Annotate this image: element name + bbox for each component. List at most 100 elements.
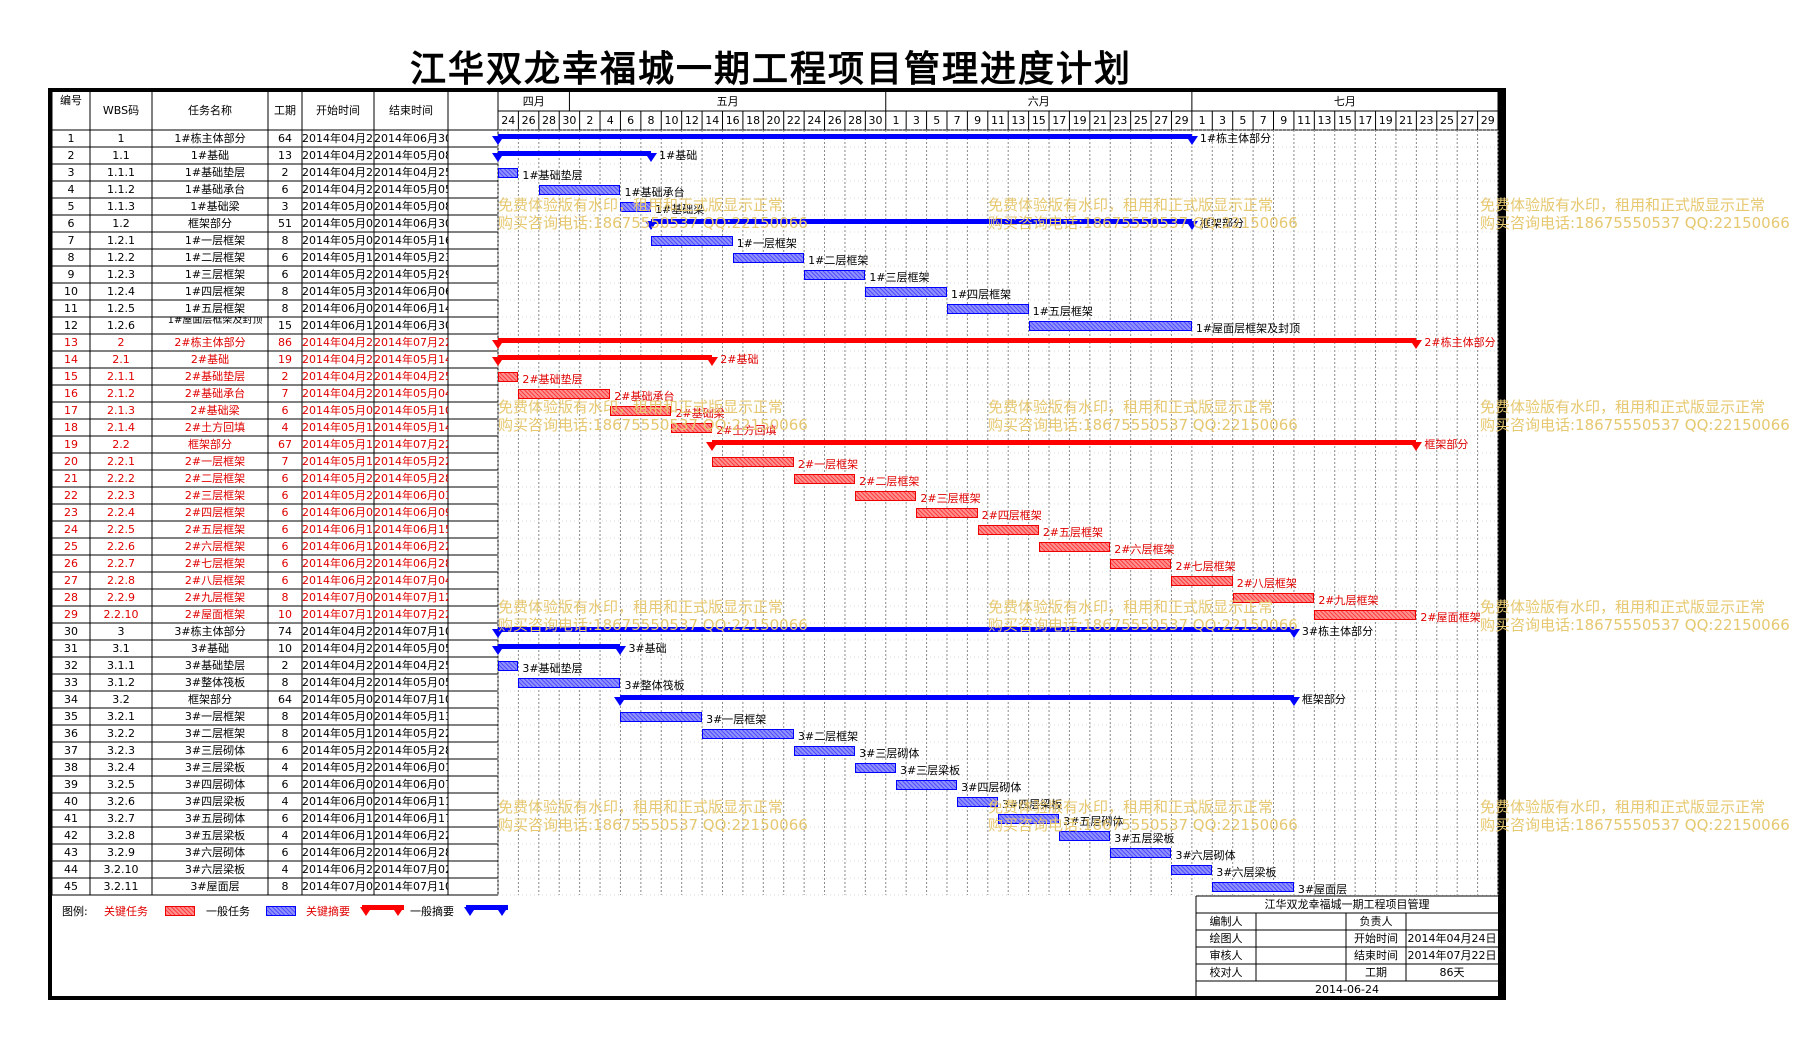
- task-name: 3#基础垫层: [184, 659, 246, 672]
- task-duration: 10: [278, 642, 292, 655]
- task-name: 1#基础承台: [184, 183, 246, 196]
- task-wbs: 3.2.6: [107, 795, 135, 808]
- task-end: 2014年05月10日: [374, 404, 448, 417]
- task-start: 2014年06月16日: [302, 540, 374, 553]
- watermark-line2: 购买咨询电话:18675550537 QQ:22150066: [988, 214, 1298, 232]
- task-label: 2#六层框架: [1114, 543, 1175, 556]
- day-label: 28: [542, 114, 557, 127]
- task-label: 2#二层框架: [859, 475, 920, 488]
- task-name: 3#一层框架: [184, 710, 246, 723]
- task-bar: [1110, 559, 1172, 569]
- task-duration: 6: [281, 744, 289, 757]
- summary-bar: [651, 219, 1192, 224]
- task-duration: 7: [281, 387, 289, 400]
- task-end: 2014年07月10日: [374, 880, 448, 893]
- summary-bar: [498, 134, 1192, 139]
- task-start: 2014年05月17日: [302, 251, 374, 264]
- signoff-project: 江华双龙幸福城一期工程项目管理: [1264, 898, 1430, 911]
- task-end: 2014年06月01日: [374, 761, 448, 774]
- task-wbs: 2.2.7: [107, 557, 135, 570]
- task-name: 3#三层梁板: [184, 761, 246, 774]
- task-start: 2014年05月11日: [302, 421, 374, 434]
- task-no: 30: [64, 625, 78, 638]
- task-duration: 64: [278, 693, 292, 706]
- watermark-line1: 免费体验版有水印，租用和正式版显示正常: [498, 196, 784, 214]
- task-name: 2#七层框架: [184, 557, 246, 570]
- task-label: 3#四层梁板: [1002, 798, 1063, 811]
- task-label: 1#基础梁: [655, 203, 705, 216]
- task-end: 2014年06月30日: [374, 132, 448, 145]
- watermark-line2: 购买咨询电话:18675550537 QQ:22150066: [498, 816, 808, 834]
- task-bar: [620, 712, 703, 722]
- task-end: 2014年06月30日: [374, 319, 448, 332]
- header-name: 任务名称: [188, 104, 232, 117]
- task-wbs: 1.1.3: [107, 200, 135, 213]
- task-no: 44: [64, 863, 78, 876]
- task-name: 3#三层砌体: [184, 744, 246, 757]
- task-name: 1#基础垫层: [184, 166, 246, 179]
- task-duration: 3: [281, 200, 289, 213]
- day-label: 13: [1011, 114, 1026, 127]
- summary-end-marker: [1410, 340, 1423, 349]
- task-label: 3#三层梁板: [899, 764, 961, 777]
- task-duration: 6: [281, 778, 289, 791]
- signoff-end-label: 结束时间: [1354, 949, 1398, 962]
- task-name: 框架部分: [188, 438, 232, 451]
- task-no: 12: [64, 319, 78, 332]
- signoff-date: 2014-06-24: [1315, 983, 1379, 996]
- task-no: 45: [64, 880, 78, 893]
- task-end: 2014年05月22日: [374, 455, 448, 468]
- task-bar: [1212, 882, 1294, 892]
- summary-end-marker: [1410, 442, 1423, 451]
- legend-critical-task-label: 关键任务: [104, 905, 148, 918]
- task-no: 3: [67, 166, 75, 179]
- task-wbs: 3.1.1: [107, 659, 135, 672]
- task-duration: 8: [281, 880, 289, 893]
- month-label: 五月: [716, 95, 739, 108]
- task-wbs: 1.2: [112, 217, 130, 230]
- task-name: 1#栋主体部分: [174, 132, 246, 145]
- task-bar: [998, 814, 1060, 824]
- task-start: 2014年05月06日: [302, 710, 374, 723]
- task-end: 2014年07月22日: [374, 336, 448, 349]
- task-bar: [855, 763, 896, 773]
- watermark-line2: 购买咨询电话:18675550537 QQ:22150066: [988, 416, 1298, 434]
- task-wbs: 3.2.9: [107, 846, 135, 859]
- task-no: 24: [64, 523, 78, 536]
- task-bar: [1314, 610, 1417, 620]
- day-label: 7: [1259, 114, 1267, 127]
- summary-label: 框架部分: [1301, 693, 1346, 706]
- task-end: 2014年05月29日: [374, 268, 448, 281]
- legend-normal-summary-marker-right: [496, 907, 508, 916]
- task-duration: 6: [281, 846, 289, 859]
- task-name: 2#六层框架: [184, 540, 246, 553]
- task-start: 2014年06月23日: [302, 846, 374, 859]
- task-bar: [702, 729, 794, 739]
- day-label: 19: [1378, 114, 1393, 127]
- task-name: 2#基础梁: [190, 404, 240, 417]
- task-label: 3#六层砌体: [1175, 849, 1236, 862]
- task-bar: [538, 185, 621, 195]
- task-name: 2#四层框架: [184, 506, 246, 519]
- summary-label: 3#基础: [628, 642, 667, 655]
- task-name: 3#六层梁板: [184, 863, 246, 876]
- day-label: 30: [562, 114, 577, 127]
- task-no: 8: [67, 251, 75, 264]
- task-duration: 6: [281, 523, 289, 536]
- task-wbs: 1.2.1: [107, 234, 135, 247]
- task-bar: [620, 202, 652, 212]
- task-no: 13: [64, 336, 78, 349]
- task-name: 框架部分: [188, 693, 232, 706]
- day-label: 26: [827, 114, 842, 127]
- watermark-line2: 购买咨询电话:18675550537 QQ:22150066: [1480, 816, 1790, 834]
- task-wbs: 2.2: [112, 438, 130, 451]
- day-label: 29: [1174, 114, 1189, 127]
- task-bar: [865, 287, 947, 297]
- task-end: 2014年05月28日: [374, 744, 448, 757]
- task-name: 3#二层框架: [184, 727, 246, 740]
- day-label: 5: [933, 114, 941, 127]
- task-end: 2014年06月30日: [374, 217, 448, 230]
- signoff-dur-value: 86天: [1439, 966, 1465, 979]
- frame-shadow: [1500, 88, 1506, 1000]
- summary-end-marker: [706, 357, 719, 366]
